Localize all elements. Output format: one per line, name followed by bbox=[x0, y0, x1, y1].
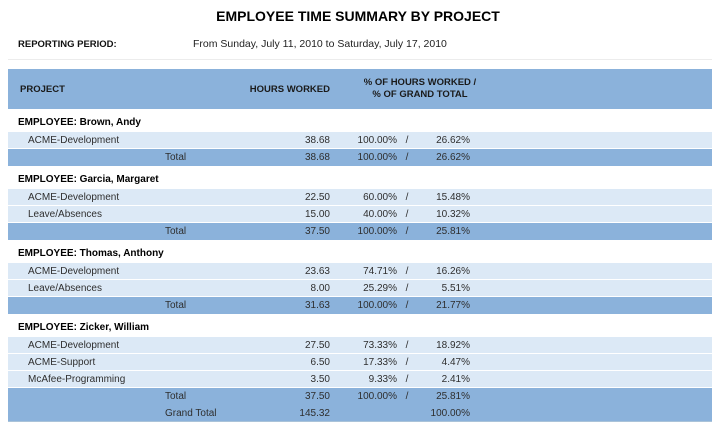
reporting-period-value: From Sunday, July 11, 2010 to Saturday, … bbox=[193, 38, 447, 50]
divider-line bbox=[8, 59, 712, 60]
pct-hours-value: 100.00% bbox=[357, 134, 397, 146]
pct-grand-value: 2.41% bbox=[441, 373, 470, 385]
column-header-project: PROJECT bbox=[20, 83, 65, 95]
time-summary-table: PROJECT HOURS WORKED % OF HOURS WORKED /… bbox=[8, 69, 712, 422]
pct-grand-value: 4.47% bbox=[441, 356, 470, 368]
pct-grand-value: 16.26% bbox=[436, 265, 470, 277]
column-header-pct-hours: % OF HOURS WORKED / bbox=[363, 76, 477, 88]
project-row: ACME-Support 6.50 17.33% / 4.47% bbox=[8, 354, 712, 371]
pct-hours-value: 17.33% bbox=[363, 356, 397, 368]
project-row: ACME-Development 22.50 60.00% / 15.48% bbox=[8, 189, 712, 206]
total-label: Total bbox=[165, 300, 187, 311]
total-pct-grand-value: 25.81% bbox=[436, 226, 470, 237]
pct-hours-value: 9.33% bbox=[368, 373, 397, 385]
pct-separator: / bbox=[405, 356, 409, 368]
employee-heading: EMPLOYEE: Thomas, Anthony bbox=[8, 245, 712, 263]
project-name: ACME-Development bbox=[28, 265, 120, 277]
total-pct-hours-value: 100.00% bbox=[357, 152, 397, 163]
pct-separator: / bbox=[405, 191, 409, 203]
project-row: ACME-Development 27.50 73.33% / 18.92% bbox=[8, 337, 712, 354]
project-row: McAfee-Programming 3.50 9.33% / 2.41% bbox=[8, 371, 712, 388]
project-row: ACME-Development 23.63 74.71% / 16.26% bbox=[8, 263, 712, 280]
total-hours-value: 37.50 bbox=[304, 226, 330, 237]
hours-value: 8.00 bbox=[310, 282, 330, 294]
total-pct-hours-value: 100.00% bbox=[357, 226, 397, 237]
pct-separator: / bbox=[405, 391, 409, 402]
hours-value: 3.50 bbox=[310, 373, 330, 385]
employee-heading: EMPLOYEE: Garcia, Margaret bbox=[8, 171, 712, 189]
employee-total-row: Total 37.50 100.00% / 25.81% bbox=[8, 388, 712, 405]
hours-value: 6.50 bbox=[310, 356, 330, 368]
employee-total-row: Total 31.63 100.00% / 21.77% bbox=[8, 297, 712, 314]
total-hours-value: 37.50 bbox=[304, 391, 330, 402]
pct-separator: / bbox=[405, 265, 409, 277]
pct-separator: / bbox=[405, 226, 409, 237]
pct-grand-value: 10.32% bbox=[436, 208, 470, 220]
reporting-period: REPORTING PERIOD: From Sunday, July 11, … bbox=[0, 38, 716, 51]
pct-separator: / bbox=[405, 339, 409, 351]
employee-total-row: Total 38.68 100.00% / 26.62% bbox=[8, 149, 712, 166]
total-hours-value: 38.68 bbox=[304, 152, 330, 163]
project-row: Leave/Absences 8.00 25.29% / 5.51% bbox=[8, 280, 712, 297]
pct-grand-value: 15.48% bbox=[436, 191, 470, 203]
project-row: ACME-Development 38.68 100.00% / 26.62% bbox=[8, 132, 712, 149]
project-name: Leave/Absences bbox=[28, 208, 102, 220]
employee-heading: EMPLOYEE: Brown, Andy bbox=[8, 114, 712, 132]
pct-hours-value: 25.29% bbox=[363, 282, 397, 294]
project-name: ACME-Development bbox=[28, 339, 120, 351]
project-name: ACME-Support bbox=[28, 356, 96, 368]
total-pct-hours-value: 100.00% bbox=[357, 391, 397, 402]
project-row: Leave/Absences 15.00 40.00% / 10.32% bbox=[8, 206, 712, 223]
total-pct-grand-value: 26.62% bbox=[436, 152, 470, 163]
total-hours-value: 31.63 bbox=[304, 300, 330, 311]
grand-total-pct-value: 100.00% bbox=[430, 407, 470, 419]
pct-grand-value: 26.62% bbox=[436, 134, 470, 146]
reporting-period-label: REPORTING PERIOD: bbox=[18, 39, 117, 50]
total-pct-grand-value: 25.81% bbox=[436, 391, 470, 402]
project-name: ACME-Development bbox=[28, 191, 120, 203]
grand-total-label: Grand Total bbox=[165, 407, 217, 419]
pct-grand-value: 5.51% bbox=[441, 282, 470, 294]
table-body: EMPLOYEE: Brown, Andy ACME-Development 38.… bbox=[8, 114, 712, 422]
column-header-hours-worked: HOURS WORKED bbox=[249, 83, 330, 95]
table-header-row: PROJECT HOURS WORKED % OF HOURS WORKED /… bbox=[8, 69, 712, 109]
column-header-percentages: % OF HOURS WORKED /% OF GRAND TOTAL bbox=[330, 77, 490, 102]
grand-total-row: Grand Total 145.32 100.00% bbox=[8, 405, 712, 422]
pct-grand-value: 18.92% bbox=[436, 339, 470, 351]
column-header-pct-grand: % OF GRAND TOTAL bbox=[372, 89, 468, 100]
pct-separator: / bbox=[405, 282, 409, 294]
total-pct-grand-value: 21.77% bbox=[436, 300, 470, 311]
employee-total-row: Total 37.50 100.00% / 25.81% bbox=[8, 223, 712, 240]
pct-separator: / bbox=[405, 300, 409, 311]
hours-value: 23.63 bbox=[304, 265, 330, 277]
hours-value: 15.00 bbox=[304, 208, 330, 220]
pct-hours-value: 40.00% bbox=[363, 208, 397, 220]
total-label: Total bbox=[165, 226, 187, 237]
total-label: Total bbox=[165, 391, 187, 402]
project-name: Leave/Absences bbox=[28, 282, 102, 294]
pct-separator: / bbox=[405, 208, 409, 220]
page-title: EMPLOYEE TIME SUMMARY BY PROJECT bbox=[216, 8, 500, 24]
total-pct-hours-value: 100.00% bbox=[357, 300, 397, 311]
hours-value: 22.50 bbox=[304, 191, 330, 203]
pct-separator: / bbox=[405, 134, 409, 146]
project-name: McAfee-Programming bbox=[28, 373, 126, 385]
pct-separator: / bbox=[405, 373, 409, 385]
pct-hours-value: 60.00% bbox=[363, 191, 397, 203]
pct-hours-value: 74.71% bbox=[363, 265, 397, 277]
total-label: Total bbox=[165, 152, 187, 163]
employee-heading: EMPLOYEE: Zicker, William bbox=[8, 319, 712, 337]
grand-total-hours-value: 145.32 bbox=[299, 407, 330, 419]
pct-hours-value: 73.33% bbox=[363, 339, 397, 351]
hours-value: 27.50 bbox=[304, 339, 330, 351]
hours-value: 38.68 bbox=[304, 134, 330, 146]
project-name: ACME-Development bbox=[28, 134, 120, 146]
pct-separator: / bbox=[405, 152, 409, 163]
